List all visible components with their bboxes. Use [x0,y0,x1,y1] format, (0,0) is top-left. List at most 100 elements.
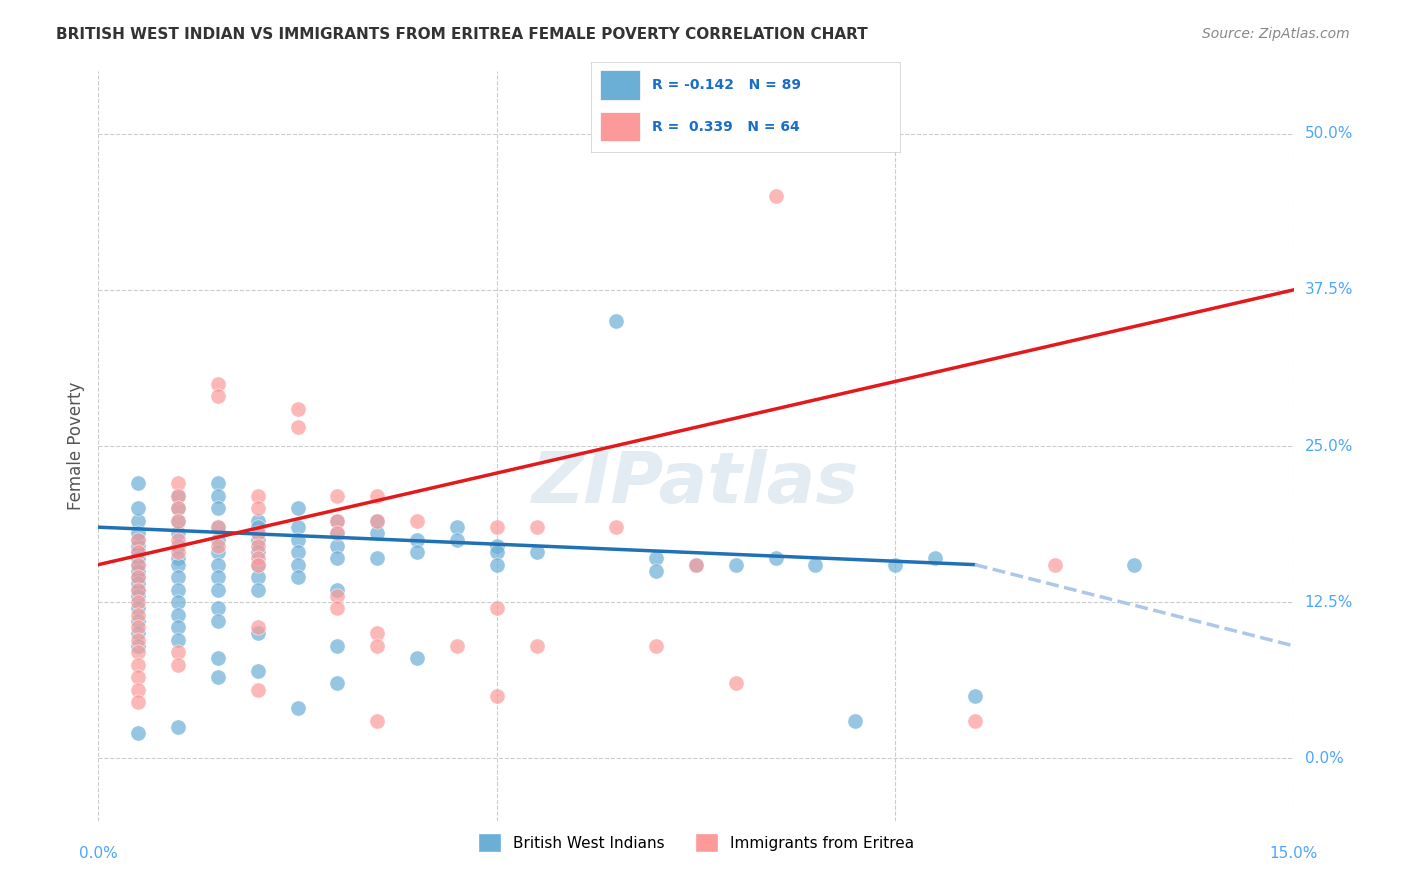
Point [884,558,907,572]
Point [526,545,548,559]
Point [246,539,269,553]
Point [167,501,190,516]
Point [1043,558,1066,572]
Point [645,551,668,566]
Point [127,576,149,591]
Point [406,545,429,559]
Point [724,676,747,690]
Point [246,664,269,678]
Point [207,651,229,665]
Point [924,551,946,566]
Point [246,558,269,572]
Text: Source: ZipAtlas.com: Source: ZipAtlas.com [1202,27,1350,41]
Point [326,539,349,553]
Point [167,632,190,647]
Point [167,582,190,597]
Point [127,614,149,628]
Y-axis label: Female Poverty: Female Poverty [66,382,84,510]
Point [167,720,190,734]
Point [127,582,149,597]
Point [207,601,229,615]
Point [246,514,269,528]
Point [167,558,190,572]
Point [326,551,349,566]
Point [207,501,229,516]
Point [207,539,229,553]
Point [287,570,309,584]
Point [246,682,269,697]
Point [127,695,149,709]
Point [685,558,707,572]
Point [645,639,668,653]
Point [167,595,190,609]
Text: 0.0%: 0.0% [1305,751,1343,765]
Point [127,632,149,647]
Point [246,520,269,534]
Point [406,651,429,665]
Point [287,701,309,715]
Point [127,501,149,516]
Point [127,514,149,528]
Point [246,545,269,559]
Point [366,514,388,528]
Text: 15.0%: 15.0% [1270,846,1317,861]
Point [246,489,269,503]
Point [366,489,388,503]
Point [326,514,349,528]
Point [207,570,229,584]
Point [326,601,349,615]
Point [127,670,149,684]
Point [406,533,429,547]
Text: 37.5%: 37.5% [1305,283,1353,297]
Point [207,489,229,503]
Point [167,533,190,547]
Text: R = -0.142   N = 89: R = -0.142 N = 89 [652,78,801,92]
Point [127,545,149,559]
Text: BRITISH WEST INDIAN VS IMMIGRANTS FROM ERITREA FEMALE POVERTY CORRELATION CHART: BRITISH WEST INDIAN VS IMMIGRANTS FROM E… [56,27,868,42]
Point [685,558,707,572]
Point [167,489,190,503]
Point [127,558,149,572]
Point [485,558,508,572]
Point [485,601,508,615]
Point [406,514,429,528]
Point [526,520,548,534]
Point [366,626,388,640]
Point [167,645,190,659]
Point [446,533,468,547]
Text: 0.0%: 0.0% [79,846,118,861]
Point [167,514,190,528]
Point [485,545,508,559]
Point [287,520,309,534]
Point [127,682,149,697]
Point [207,520,229,534]
Point [246,582,269,597]
Point [127,639,149,653]
Point [127,582,149,597]
Point [246,570,269,584]
Point [167,501,190,516]
Point [127,570,149,584]
Point [366,526,388,541]
Point [287,401,309,416]
Text: ZIPatlas: ZIPatlas [533,449,859,518]
Point [127,601,149,615]
Point [246,501,269,516]
Point [844,714,866,728]
Text: 50.0%: 50.0% [1305,127,1353,141]
Point [724,558,747,572]
Point [246,558,269,572]
Point [765,189,787,203]
Point [526,639,548,653]
Point [446,520,468,534]
Point [127,551,149,566]
Text: 25.0%: 25.0% [1305,439,1353,453]
Point [167,476,190,491]
Point [366,514,388,528]
Point [167,526,190,541]
Point [127,626,149,640]
Point [167,539,190,553]
Point [127,558,149,572]
Point [485,689,508,703]
Point [246,626,269,640]
